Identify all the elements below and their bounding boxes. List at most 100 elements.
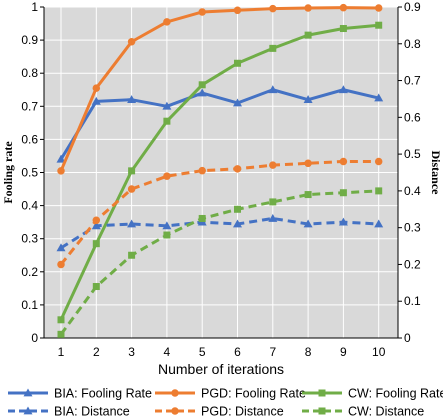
left-axis-ticks: 0 0.1 0.2 0.3 0.4 0.5 0.6 0.7 0.8 0.9 1 xyxy=(21,0,44,345)
data-point xyxy=(127,95,137,104)
data-point xyxy=(303,95,313,104)
left-tick-label: 0.1 xyxy=(21,298,38,312)
left-tick-label: 0.4 xyxy=(21,199,38,213)
right-tick-label: 0.6 xyxy=(404,110,421,124)
data-point xyxy=(269,161,277,169)
legend-label: PGD: Fooling Rate xyxy=(201,387,306,401)
data-point xyxy=(374,93,384,102)
legend-item: CW: Distance xyxy=(302,405,424,419)
data-point xyxy=(57,330,65,338)
data-point xyxy=(162,101,172,110)
data-point xyxy=(163,172,171,180)
data-point xyxy=(92,216,101,225)
right-tick-label: 0.4 xyxy=(404,184,421,198)
data-point xyxy=(198,166,206,175)
legend-label: CW: Fooling Rate xyxy=(348,387,443,401)
series-bia-distance xyxy=(56,213,384,252)
series-pgd-fooling-rate xyxy=(57,3,383,175)
x-axis-title: Number of iterations xyxy=(158,361,284,377)
data-point xyxy=(339,3,348,12)
data-point xyxy=(92,84,101,92)
data-point xyxy=(197,88,207,97)
left-tick-label: 0.2 xyxy=(21,265,38,279)
x-tick-label: 10 xyxy=(372,345,386,359)
x-tick-label: 2 xyxy=(93,345,100,359)
right-axis-title: Distance xyxy=(429,151,443,196)
series-line xyxy=(59,189,379,336)
data-point xyxy=(303,219,313,228)
x-tick-label: 6 xyxy=(234,345,241,359)
legend-item: CW: Fooling Rate xyxy=(302,387,443,401)
data-point xyxy=(92,240,100,248)
data-point xyxy=(127,185,136,193)
x-tick-label: 7 xyxy=(269,345,276,359)
left-tick-label: 0 xyxy=(31,331,38,345)
data-point xyxy=(339,189,347,197)
data-point xyxy=(233,98,242,107)
right-tick-label: 0.9 xyxy=(404,0,421,14)
data-point xyxy=(23,388,33,397)
right-tick-label: 0.2 xyxy=(404,257,421,271)
right-tick-label: 0.1 xyxy=(404,294,421,308)
data-point xyxy=(269,44,277,52)
data-point xyxy=(91,96,101,105)
data-point xyxy=(128,167,136,175)
data-point xyxy=(91,221,101,230)
data-point xyxy=(374,219,384,228)
data-point xyxy=(56,154,66,163)
data-point xyxy=(56,243,66,252)
x-tick-label: 5 xyxy=(199,345,206,359)
data-point xyxy=(233,219,242,228)
legend: BIA: Fooling Rate PGD: Fooling Rate CW: Fo… xyxy=(8,387,443,419)
data-point xyxy=(269,198,277,206)
data-point xyxy=(171,407,179,415)
data-point xyxy=(374,157,383,166)
legend-item: PGD: Distance xyxy=(155,405,284,419)
data-point xyxy=(127,38,136,46)
data-point xyxy=(339,25,347,33)
data-point xyxy=(57,167,65,175)
data-point xyxy=(163,18,171,26)
left-tick-label: 0.6 xyxy=(21,132,38,146)
data-point xyxy=(338,85,348,94)
right-tick-label: 0.5 xyxy=(404,147,421,161)
data-point xyxy=(338,217,348,226)
left-tick-label: 1 xyxy=(31,0,38,14)
series-line xyxy=(60,216,379,250)
x-tick-label: 4 xyxy=(164,345,171,359)
right-tick-label: 0.8 xyxy=(404,37,421,51)
data-point xyxy=(268,85,278,94)
data-point xyxy=(269,4,277,13)
legend-label: BIA: Distance xyxy=(54,405,130,419)
data-point xyxy=(128,251,136,259)
legend-item: BIA: Distance xyxy=(8,405,130,419)
x-axis-ticks: 1 2 3 4 5 6 7 8 9 10 xyxy=(58,345,386,359)
data-point xyxy=(198,214,206,222)
series-bia-fooling-rate xyxy=(56,85,384,163)
data-point xyxy=(163,231,171,239)
x-tick-label: 1 xyxy=(58,345,65,359)
data-point xyxy=(318,407,326,415)
data-point xyxy=(233,165,242,173)
right-axis-ticks: 0 0.1 0.2 0.3 0.4 0.5 0.6 0.7 0.8 0.9 xyxy=(398,0,421,345)
legend-label: CW: Distance xyxy=(348,405,424,419)
x-tick-label: 8 xyxy=(305,345,312,359)
x-tick-label: 9 xyxy=(340,345,347,359)
data-point xyxy=(318,389,326,397)
data-point xyxy=(198,81,206,89)
data-point xyxy=(234,59,241,67)
left-tick-label: 0.8 xyxy=(21,66,38,80)
data-point xyxy=(339,157,348,166)
data-point xyxy=(304,191,312,199)
series-layer xyxy=(56,3,384,338)
series-cw-fooling-rate xyxy=(57,21,383,324)
legend-label: BIA: Fooling Rate xyxy=(54,387,152,401)
data-point xyxy=(92,283,100,291)
data-point xyxy=(57,316,65,324)
right-tick-label: 0.7 xyxy=(404,74,421,88)
data-point xyxy=(304,4,312,12)
left-tick-label: 0.3 xyxy=(21,232,38,246)
x-tick-label: 3 xyxy=(128,345,135,359)
data-point xyxy=(198,8,206,16)
